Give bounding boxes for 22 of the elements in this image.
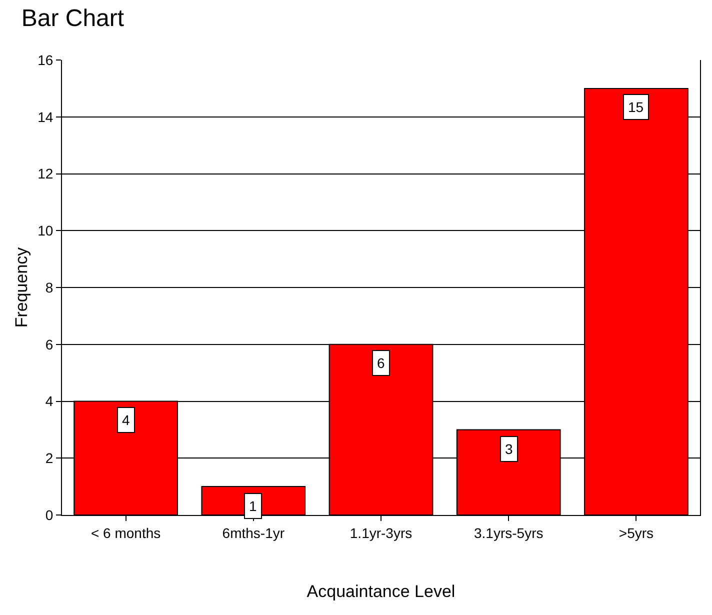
y-tick-label: 8 (45, 279, 54, 296)
x-tick-label: 6mths-1yr (222, 524, 285, 541)
x-tick-label: 3.1yrs-5yrs (474, 524, 544, 541)
x-tick-label: 1.1yr-3yrs (350, 524, 412, 541)
y-axis-title: Frequency (12, 246, 32, 328)
y-tick-label: 16 (38, 52, 54, 68)
y-tick-label: 2 (45, 450, 54, 466)
y-tick-label: 12 (38, 166, 54, 182)
data-label: 3 (505, 441, 513, 457)
x-tick-label: >5yrs (618, 524, 654, 541)
y-tick-label: 10 (38, 222, 54, 239)
data-label: 1 (249, 498, 257, 514)
x-tick-label: < 6 months (90, 524, 161, 541)
data-label: 4 (122, 412, 130, 428)
y-tick-label: 6 (45, 336, 54, 352)
y-tick-label: 14 (38, 108, 54, 125)
data-label: 6 (377, 355, 385, 371)
y-tick-label: 4 (45, 393, 54, 410)
data-label: 15 (628, 99, 644, 115)
chart-title: Bar Chart (21, 5, 124, 32)
y-tick-label: 0 (45, 506, 54, 523)
x-axis-title: Acquaintance Level (306, 582, 456, 602)
